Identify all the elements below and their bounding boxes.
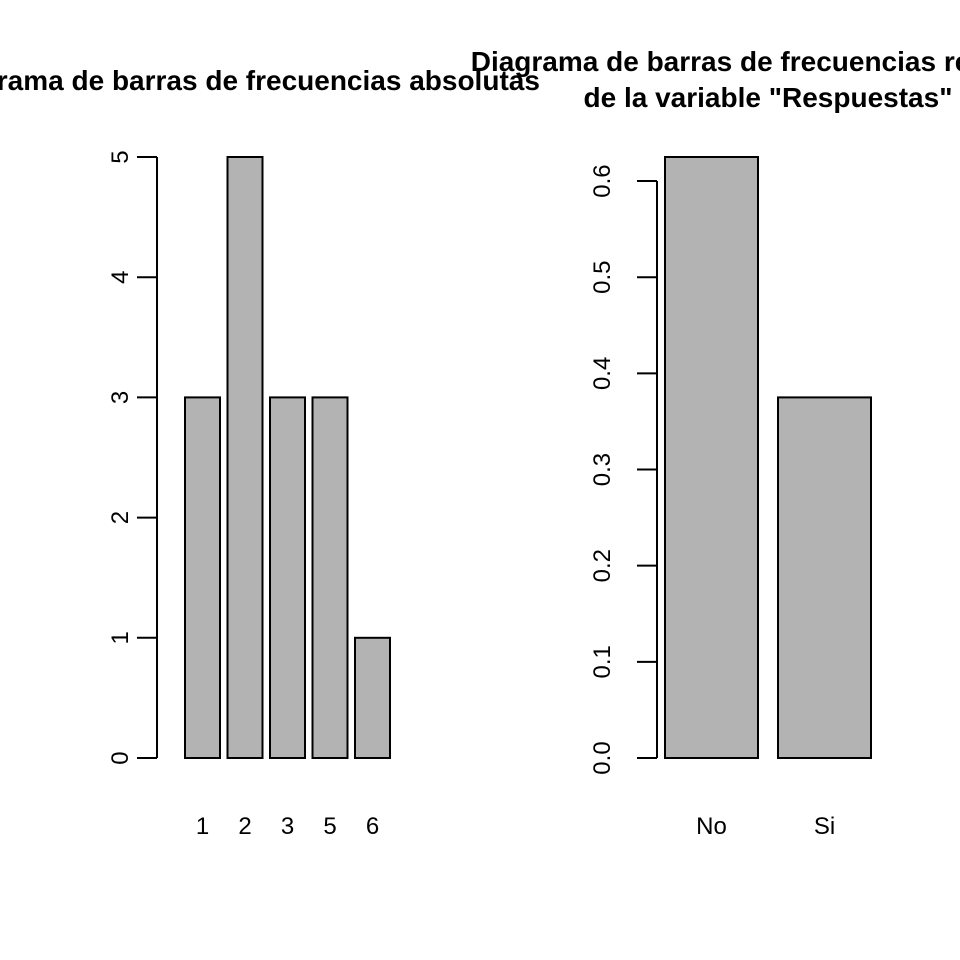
y-tick-label: 0.6 <box>589 164 616 197</box>
y-tick-label: 0.1 <box>589 645 616 678</box>
y-tick-label: 0.2 <box>589 549 616 582</box>
y-tick-label: 0.4 <box>589 357 616 390</box>
chart-title-line-1: Diagrama de barras de frecuencias relati… <box>471 46 960 77</box>
y-tick-label: 0.3 <box>589 453 616 486</box>
x-category-label: No <box>696 813 727 840</box>
y-tick-label: 0.0 <box>589 741 616 774</box>
y-tick-label: 5 <box>107 150 134 163</box>
chart-absolute-frequencies: Diagrama de barras de frecuencias absolu… <box>0 65 540 840</box>
bar <box>311 396 349 759</box>
x-category-label: 2 <box>238 813 251 840</box>
y-tick-label: 0.5 <box>589 261 616 294</box>
chart-title-line-2: de la variable "Respuestas" <box>584 82 953 113</box>
x-category-label: Si <box>814 813 835 840</box>
x-category-label: 5 <box>323 813 336 840</box>
bar <box>777 396 872 759</box>
x-category-label: 1 <box>196 813 209 840</box>
chart-title: Diagrama de barras de frecuencias absolu… <box>0 65 540 96</box>
y-tick-label: 4 <box>107 271 134 284</box>
bar <box>184 396 221 759</box>
bar <box>226 156 264 759</box>
chart-title: Diagrama de barras de frecuencias relati… <box>471 46 960 113</box>
x-category-label: 3 <box>281 813 294 840</box>
x-category-label: 6 <box>366 813 379 840</box>
y-tick-label: 2 <box>107 511 134 524</box>
chart-relative-frequencies: Diagrama de barras de frecuencias relati… <box>471 46 960 840</box>
bar <box>664 156 759 759</box>
y-tick-label: 0 <box>107 751 134 764</box>
bar <box>269 396 306 759</box>
bar <box>354 636 391 759</box>
y-tick-label: 1 <box>107 631 134 644</box>
y-tick-label: 3 <box>107 391 134 404</box>
